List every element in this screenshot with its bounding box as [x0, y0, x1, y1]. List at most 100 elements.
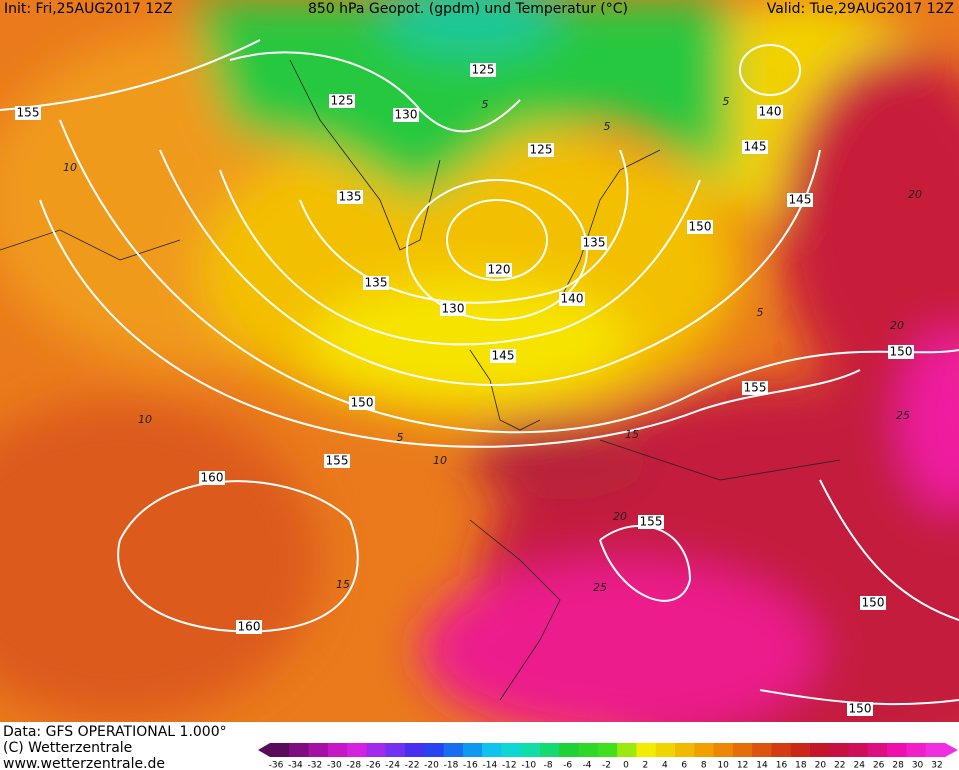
colorbar-label: 8 — [701, 761, 707, 770]
colorbar-swatch — [366, 743, 387, 757]
colorbar-swatch — [752, 743, 772, 757]
colorbar-swatch — [732, 743, 753, 757]
colorbar-swatch — [540, 743, 560, 757]
colorbar-swatch — [887, 743, 907, 757]
label-background — [787, 193, 813, 207]
colorbar-label: -30 — [327, 761, 342, 770]
colorbar-swatch — [270, 743, 290, 757]
label-background — [847, 702, 873, 716]
label-background — [757, 105, 783, 119]
colorbar-swatch — [462, 743, 483, 757]
colorbar-label: 26 — [873, 761, 885, 770]
temperature-label: 5 — [604, 120, 611, 133]
colorbar-swatch — [636, 743, 657, 757]
colorbar-label: 18 — [795, 761, 807, 770]
label-background — [470, 63, 496, 77]
colorbar-swatch — [308, 743, 329, 757]
colorbar-swatch — [559, 743, 580, 757]
label-background — [349, 396, 375, 410]
data-source: Data: GFS OPERATIONAL 1.000° — [3, 724, 227, 740]
label-background — [440, 302, 466, 316]
website: www.wetterzentrale.de — [3, 756, 165, 770]
label-background — [337, 190, 363, 204]
colorbar-swatch — [675, 743, 695, 757]
colorbar-swatch — [347, 743, 367, 757]
copyright: (C) Wetterzentrale — [3, 740, 132, 756]
temperature-label: 25 — [896, 409, 910, 422]
colorbar-swatch — [578, 743, 599, 757]
label-background — [687, 220, 713, 234]
colorbar-label: 22 — [834, 761, 845, 770]
colorbar-label: 6 — [681, 761, 687, 770]
colorbar-label: 16 — [776, 761, 788, 770]
colorbar-label: 14 — [756, 761, 768, 770]
colorbar-label: -2 — [602, 761, 611, 770]
geopotential-label: 120 — [488, 263, 511, 277]
temperature-label: 25 — [593, 581, 607, 594]
label-background — [329, 94, 355, 108]
colorbar-label: -12 — [502, 761, 517, 770]
label-background — [742, 381, 768, 395]
colorbar-label: 4 — [662, 761, 668, 770]
colorbar-label: -24 — [385, 761, 400, 770]
colorbar-swatch — [617, 743, 637, 757]
colorbar-label: -14 — [483, 761, 498, 770]
colorbar-swatch — [443, 743, 464, 757]
colorbar-label: 2 — [643, 761, 649, 770]
colorbar-label: 32 — [931, 761, 942, 770]
colorbar-swatch — [289, 743, 310, 757]
geopotential-label: 150 — [351, 396, 374, 410]
colorbar-label: 24 — [854, 761, 866, 770]
colorbar-swatch — [771, 743, 792, 757]
geopotential-label: 155 — [17, 106, 40, 120]
geopotential-label: 160 — [201, 471, 224, 485]
geopotential-label: 125 — [331, 94, 354, 108]
colorbar-label: 28 — [892, 761, 904, 770]
geopotential-label: 130 — [395, 108, 418, 122]
geopotential-label: 145 — [744, 140, 767, 154]
colorbar-swatch — [867, 743, 888, 757]
temperature-label: 20 — [613, 510, 627, 523]
colorbar-label: -26 — [366, 761, 381, 770]
geopotential-label: 135 — [339, 190, 362, 204]
colorbar-label: -22 — [405, 761, 420, 770]
temperature-label: 15 — [625, 428, 639, 441]
label-background — [581, 236, 607, 250]
colorbar-swatch — [713, 743, 734, 757]
colorbar-swatch — [829, 743, 850, 757]
coastlines — [0, 59, 841, 701]
colorbar-swatch — [655, 743, 676, 757]
colorbar-label: 10 — [717, 761, 729, 770]
colorbar-swatch — [405, 743, 425, 757]
init-time: Init: Fri,25AUG2017 12Z — [4, 1, 173, 17]
colorbar-label: -6 — [563, 761, 572, 770]
colorbar-swatch — [906, 743, 927, 757]
colorbar-label: -28 — [346, 761, 361, 770]
colorbar-swatch — [520, 743, 541, 757]
temperature-label: 10 — [63, 161, 77, 174]
label-background — [199, 471, 225, 485]
colorbar-swatch — [501, 743, 522, 757]
colorbar-label: -32 — [308, 761, 323, 770]
label-background — [324, 454, 350, 468]
temperature-label: 20 — [908, 188, 922, 201]
colorbar-label: -20 — [424, 761, 439, 770]
colorbar-swatch — [327, 743, 348, 757]
colorbar-swatch — [810, 743, 830, 757]
geopotential-label: 145 — [789, 193, 812, 207]
label-background — [490, 349, 516, 363]
colorbar-label: -4 — [583, 761, 592, 770]
colorbar: -36 -34 -32 -30 -28 -26 -24 -22 -20 -18 -16 -14 -12-… — [258, 743, 958, 770]
label-background — [742, 140, 768, 154]
colorbar-end — [258, 743, 270, 757]
geopotential-label: 135 — [583, 236, 606, 250]
geopotential-label: 145 — [492, 349, 515, 363]
temperature-label: 5 — [397, 431, 404, 444]
geopotential-label: 125 — [472, 63, 495, 77]
colorbar-swatch — [424, 743, 445, 757]
geopotential-label: 155 — [744, 381, 767, 395]
label-background — [393, 108, 419, 122]
geopotential-label: 135 — [365, 276, 388, 290]
